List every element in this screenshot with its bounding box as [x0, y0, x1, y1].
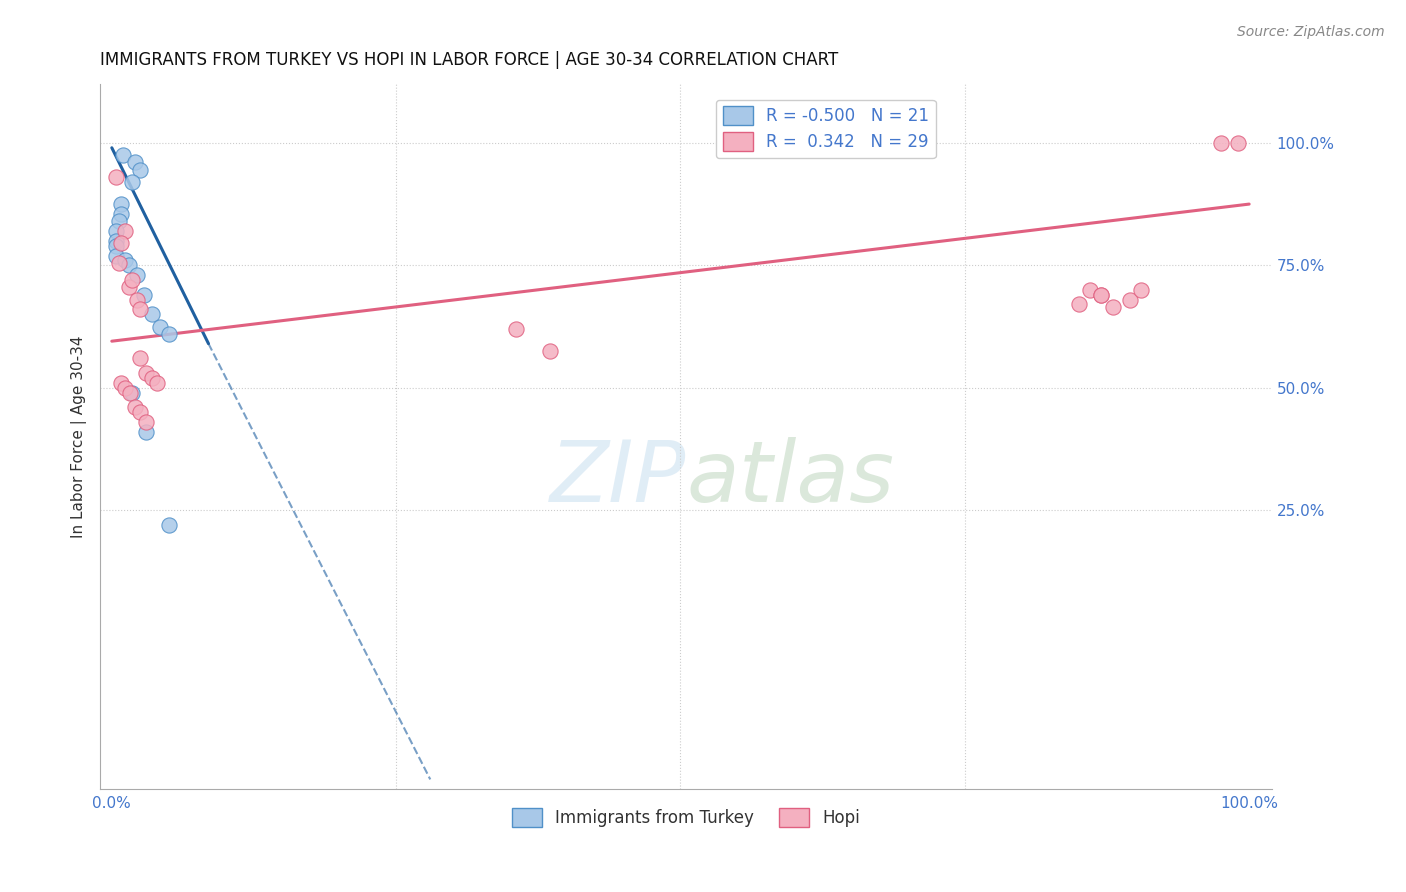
Point: [129, 351, 152, 366]
Point: [505, 322, 527, 336]
Point: [121, 385, 143, 400]
Point: [1119, 293, 1142, 307]
Point: [135, 425, 157, 439]
Text: ZIP: ZIP: [550, 437, 686, 520]
Point: [1101, 300, 1123, 314]
Point: [1209, 136, 1232, 150]
Point: [107, 214, 129, 228]
Point: [110, 376, 132, 390]
Point: [110, 197, 132, 211]
Point: [1090, 287, 1112, 301]
Point: [1067, 297, 1090, 311]
Point: [129, 405, 152, 419]
Point: [132, 287, 155, 301]
Point: [121, 175, 143, 189]
Text: Source: ZipAtlas.com: Source: ZipAtlas.com: [1237, 25, 1385, 39]
Point: [110, 207, 132, 221]
Point: [129, 162, 152, 177]
Text: atlas: atlas: [686, 437, 894, 520]
Text: IMMIGRANTS FROM TURKEY VS HOPI IN LABOR FORCE | AGE 30-34 CORRELATION CHART: IMMIGRANTS FROM TURKEY VS HOPI IN LABOR …: [100, 51, 839, 69]
Point: [1090, 287, 1112, 301]
Point: [118, 258, 141, 272]
Point: [1130, 283, 1153, 297]
Point: [114, 253, 136, 268]
Point: [105, 224, 128, 238]
Point: [105, 170, 128, 185]
Point: [1078, 283, 1101, 297]
Point: [157, 326, 180, 341]
Y-axis label: In Labor Force | Age 30-34: In Labor Force | Age 30-34: [72, 335, 87, 538]
Point: [114, 381, 136, 395]
Point: [157, 517, 180, 532]
Point: [121, 273, 143, 287]
Point: [105, 238, 128, 252]
Point: [135, 366, 157, 380]
Point: [1226, 136, 1249, 150]
Legend: Immigrants from Turkey, Hopi: Immigrants from Turkey, Hopi: [505, 801, 868, 834]
Point: [148, 319, 170, 334]
Point: [125, 268, 148, 282]
Point: [105, 234, 128, 248]
Point: [146, 376, 169, 390]
Point: [141, 307, 163, 321]
Point: [538, 343, 561, 358]
Point: [114, 224, 136, 238]
Point: [112, 148, 135, 162]
Point: [135, 415, 157, 429]
Point: [105, 248, 128, 262]
Point: [125, 293, 148, 307]
Point: [118, 385, 141, 400]
Point: [129, 302, 152, 317]
Point: [118, 280, 141, 294]
Point: [124, 401, 146, 415]
Point: [110, 236, 132, 251]
Point: [107, 256, 129, 270]
Point: [124, 155, 146, 169]
Point: [141, 371, 163, 385]
